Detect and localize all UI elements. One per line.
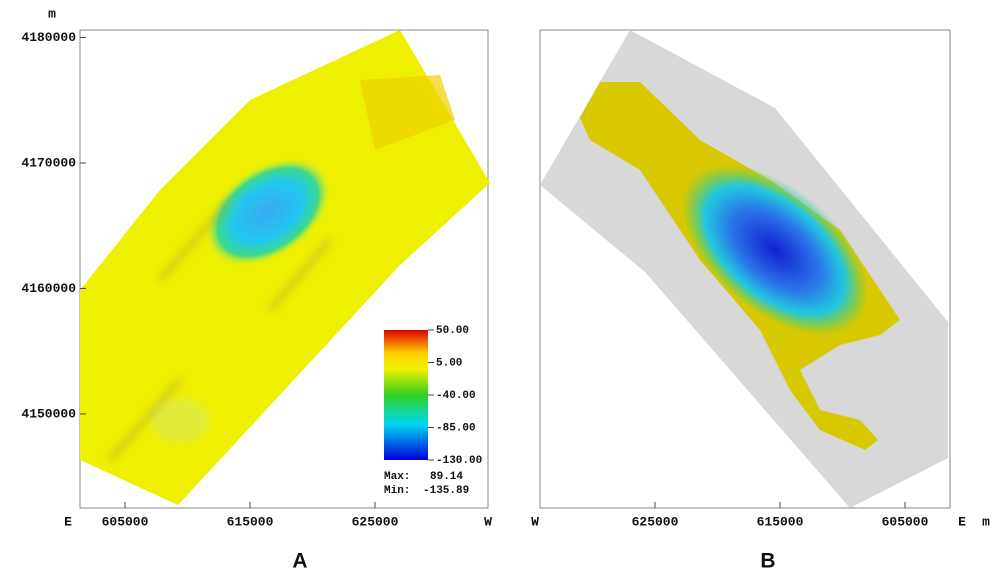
colorbar-tick-label: -130.00 <box>436 455 482 467</box>
colorbar-tick-label: -85.00 <box>436 422 476 434</box>
x-tick-label: 625000 <box>632 514 679 529</box>
min-label: Min: <box>384 485 410 497</box>
y-unit: m <box>48 6 56 21</box>
y-tick-label: 4160000 <box>21 281 76 296</box>
x-tick-label: 625000 <box>352 514 399 529</box>
x-unit: m <box>982 514 990 529</box>
panel-b <box>540 30 950 508</box>
x-direction: W <box>531 514 539 529</box>
colorbar-tick-label: -40.00 <box>436 390 476 402</box>
y-tick-label: 4170000 <box>21 155 76 170</box>
x-tick-label: 605000 <box>882 514 929 529</box>
colorbar <box>384 330 428 460</box>
colorbar-tick-label: 50.00 <box>436 325 469 337</box>
min-value: -135.89 <box>423 485 469 497</box>
panel-label: A <box>292 550 307 573</box>
x-tick-label: 605000 <box>102 514 149 529</box>
panel-label: B <box>760 550 775 573</box>
x-direction: E <box>64 514 72 529</box>
max-value: 89.14 <box>430 471 463 483</box>
panel-a <box>80 30 490 508</box>
y-tick-label: 4180000 <box>21 30 76 45</box>
x-direction: W <box>484 514 492 529</box>
y-tick-label: 4150000 <box>21 406 76 421</box>
x-tick-label: 615000 <box>227 514 274 529</box>
x-direction: E <box>958 514 966 529</box>
x-tick-label: 615000 <box>757 514 804 529</box>
max-label: Max: <box>384 471 410 483</box>
colorbar-tick-label: 5.00 <box>436 357 462 369</box>
figure: A B m E W W E m Max: 89.14 Min: -135.89 … <box>0 0 998 576</box>
